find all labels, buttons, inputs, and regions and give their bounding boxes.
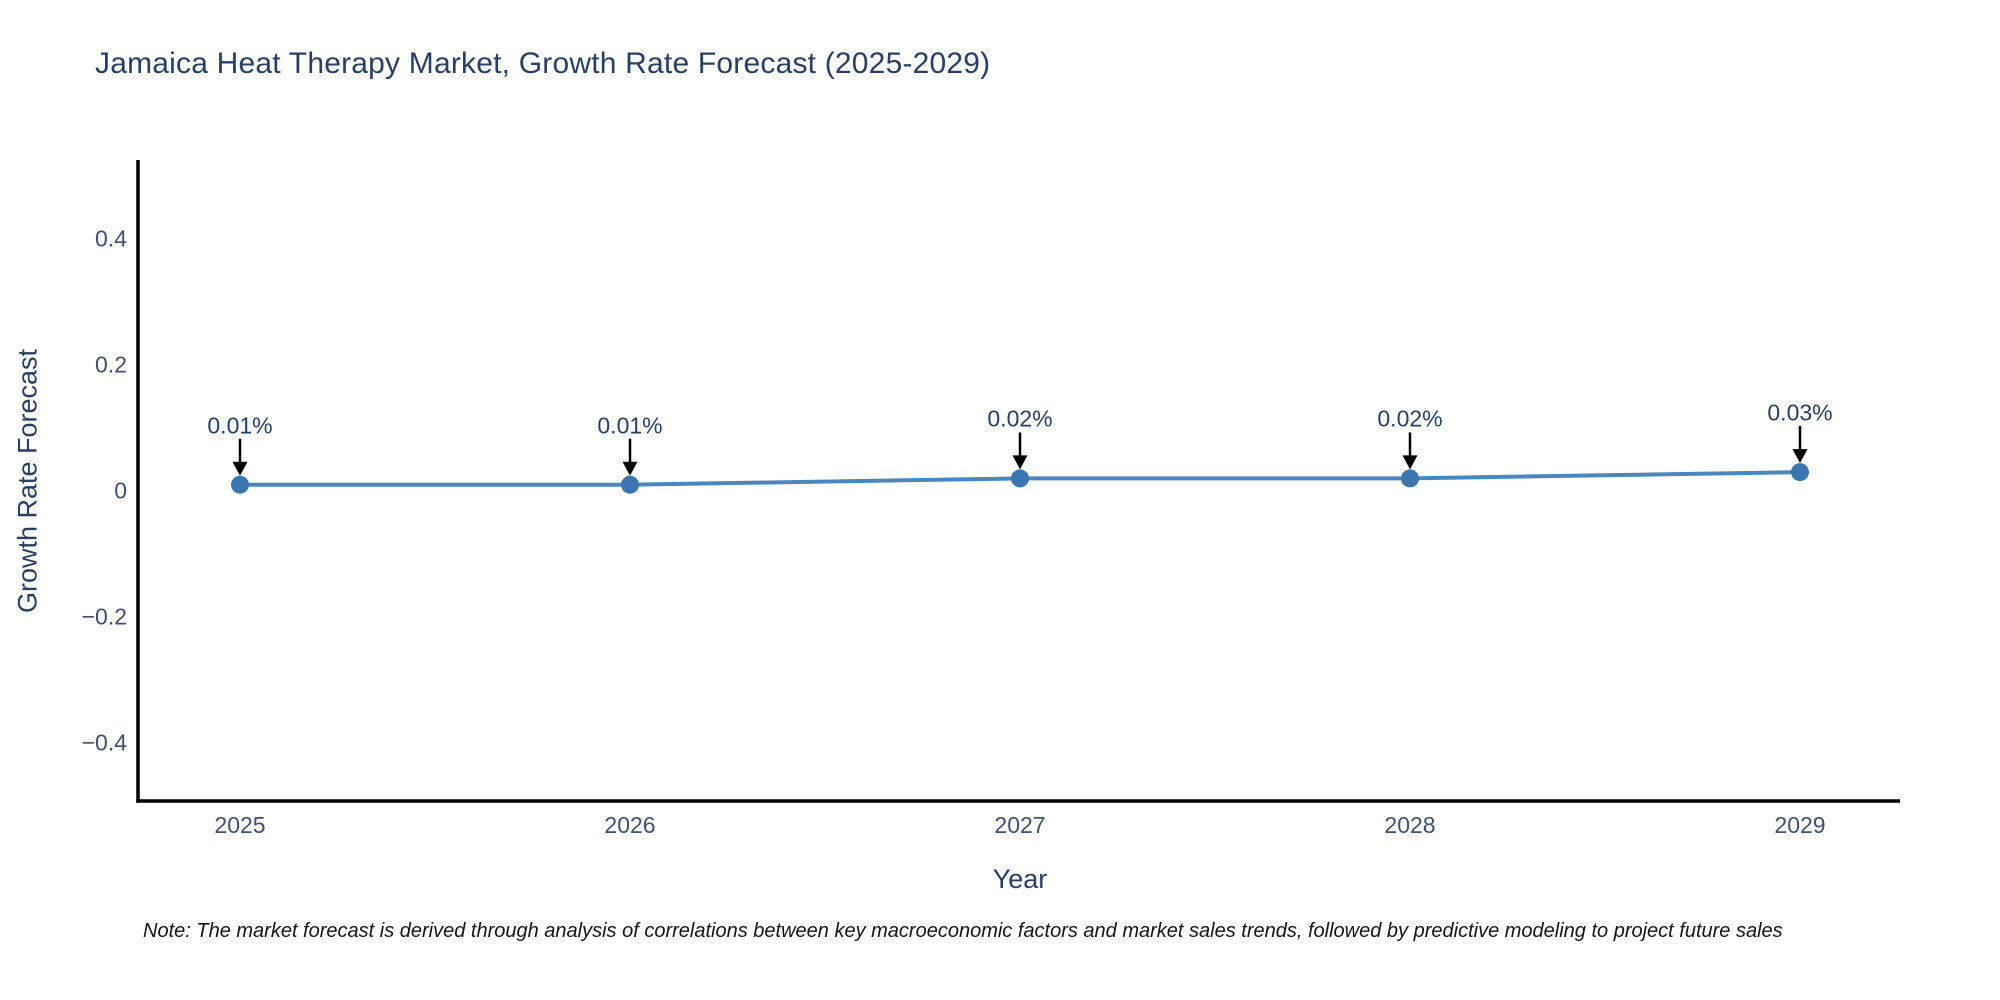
x-tick-label: 2027 — [994, 812, 1046, 838]
y-tick-label: −0.2 — [81, 603, 127, 630]
annotation-label: 0.01% — [207, 412, 273, 439]
data-point-marker — [621, 475, 639, 494]
annotation-arrow-head — [622, 461, 638, 476]
data-point-marker — [1791, 463, 1809, 482]
y-tick-label: 0.4 — [95, 225, 127, 252]
x-tick-label: 2028 — [1384, 812, 1436, 838]
annotation-label: 0.02% — [1377, 405, 1443, 432]
x-tick-label: 2026 — [604, 812, 656, 838]
data-point-marker — [1011, 469, 1029, 488]
footnote: Note: The market forecast is derived thr… — [143, 920, 1783, 942]
annotation-label: 0.02% — [987, 405, 1053, 432]
x-axis-title: Year — [992, 864, 1048, 894]
data-point-marker — [1401, 469, 1419, 488]
annotation-arrow-head — [1402, 455, 1418, 470]
y-tick-label: 0 — [114, 477, 127, 504]
y-tick-label: −0.4 — [81, 729, 127, 756]
x-tick-label: 2029 — [1774, 812, 1826, 838]
annotation-arrow-head — [1012, 455, 1028, 470]
annotation-arrow-head — [1792, 449, 1808, 464]
x-tick-label: 2025 — [214, 812, 266, 838]
annotation-arrow-head — [232, 461, 248, 476]
chart-title: Jamaica Heat Therapy Market, Growth Rate… — [95, 47, 991, 80]
y-tick-label: 0.2 — [95, 351, 127, 378]
data-point-marker — [231, 475, 249, 494]
annotation-label: 0.03% — [1767, 399, 1833, 426]
annotation-label: 0.01% — [597, 412, 663, 439]
